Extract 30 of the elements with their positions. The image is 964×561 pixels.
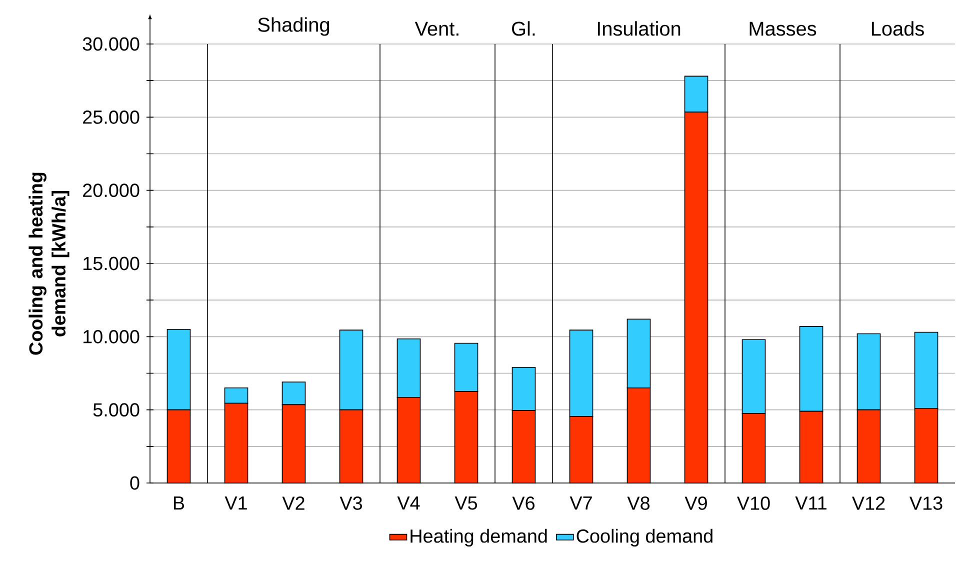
text: Loads: [872, 21, 924, 36]
y-tick-label: 25.000: [83, 110, 140, 124]
x-tick-label: V6: [512, 496, 534, 510]
text: Masses: [750, 22, 816, 36]
y-tick-label: 5.000: [93, 403, 140, 417]
x-tick-label: V11: [795, 496, 826, 510]
x-tick-label: V4: [397, 496, 420, 510]
x-tick-label: V2: [282, 496, 304, 510]
y-tick-label: 15.000: [84, 256, 140, 270]
x-tick-label: V9: [684, 496, 707, 510]
text: Shading: [258, 17, 330, 36]
y-tick-label: 20.000: [83, 184, 140, 198]
y-tick-label: 0: [130, 476, 140, 490]
legend-label: Cooling demand: [576, 528, 712, 547]
x-tick-label: V1: [224, 496, 247, 510]
y-tick-label: 30.000: [82, 37, 140, 51]
x-tick-label: V7: [570, 496, 592, 510]
x-tick-label: V3: [340, 496, 362, 510]
x-tick-label: V8: [627, 496, 650, 510]
x-tick-label: V5: [454, 496, 478, 510]
x-tick-label: V12: [852, 496, 885, 510]
x-tick-label: B: [174, 496, 184, 510]
y-axis-title: Cooling and heating demand [kWh/a]: [28, 172, 70, 355]
y-tick-label: 10.000: [84, 330, 140, 344]
x-tick-label: V13: [909, 496, 942, 510]
text: Gl.: [512, 21, 535, 36]
text: Vent.: [414, 22, 458, 36]
legend-label: Heating demand: [410, 528, 547, 547]
text: Insulation: [598, 21, 680, 36]
x-tick-label: V10: [736, 496, 770, 510]
